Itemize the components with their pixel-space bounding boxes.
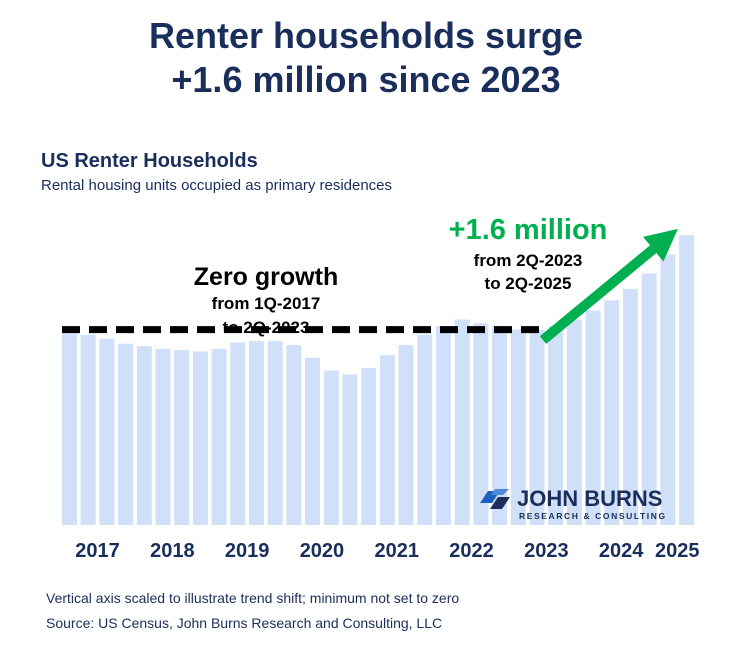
bar-1Q-2023 [510,329,526,525]
bar-4Q-2021 [417,334,433,525]
growth-line-2: to 2Q-2025 [485,274,572,293]
x-tick-label-2025: 2025 [655,540,700,562]
bar-3Q-2023 [548,325,564,525]
growth-title: +1.6 million [449,214,608,246]
bar-3Q-2021 [398,345,414,525]
bar-1Q-2020 [286,345,302,525]
x-tick-label-2018: 2018 [150,540,195,562]
bar-2Q-2024 [604,300,620,525]
bar-3Q-2024 [623,288,638,525]
bars-group [62,235,695,526]
headline-line-2: +1.6 million since 2023 [171,59,561,100]
bar-3Q-2020 [323,370,339,525]
zero-growth-line-2: to 2Q-2023 [223,318,310,337]
bar-1Q-2019 [211,348,227,525]
bar-3Q-2018 [174,350,190,525]
bar-3Q-2019 [249,341,264,525]
bar-4Q-2020 [342,374,358,525]
bar-4Q-2024 [641,273,657,525]
headline: Renter households surge +1.6 million sin… [0,14,732,102]
bar-2Q-2018 [155,348,171,525]
x-tick-label-2022: 2022 [449,540,494,562]
bar-2Q-2019 [230,342,246,525]
bar-2Q-2025 [679,235,695,525]
logo-mark-icon [480,489,510,509]
bar-4Q-2018 [192,351,208,525]
bar-3Q-2022 [473,323,489,525]
bar-4Q-2019 [267,341,283,525]
logo-tagline: RESEARCH & CONSULTING [519,511,667,521]
growth-line-1: from 2Q-2023 [474,251,583,270]
bar-1Q-2017 [62,333,77,525]
x-axis-tick-labels: 2017 2018 2019 2020 2021 2022 2023 2024 2025 [75,540,699,562]
bar-1Q-2021 [361,367,377,525]
bar-2Q-2020 [305,357,321,525]
bar-3Q-2017 [99,338,115,525]
x-tick-label-2024: 2024 [599,540,644,562]
zero-growth-title: Zero growth [194,263,338,291]
bar-2Q-2022 [454,319,470,525]
logo-name: JOHN BURNS [517,486,662,511]
growth-annotation: +1.6 million from 2Q-2023 to 2Q-2025 [449,214,608,293]
x-tick-label-2023: 2023 [524,540,569,562]
bar-1Q-2018 [136,346,152,525]
bar-4Q-2017 [118,343,134,525]
footnote-axis-scale: Vertical axis scaled to illustrate trend… [46,590,460,606]
bar-4Q-2023 [566,319,582,525]
bar-2Q-2023 [529,329,545,525]
zero-growth-annotation: Zero growth from 1Q-2017 to 2Q-2023 [194,263,338,337]
headline-line-1: Renter households surge [148,15,584,56]
bar-4Q-2022 [492,325,508,525]
bar-2Q-2021 [379,355,395,525]
john-burns-logo: JOHN BURNS RESEARCH & CONSULTING [480,486,667,521]
growth-arrow [539,228,678,344]
zero-growth-line-1: from 1Q-2017 [212,294,321,313]
bar-1Q-2024 [585,310,601,525]
bar-2Q-2017 [80,334,96,525]
chart-subtitle: Rental housing units occupied as primary… [41,177,393,194]
x-tick-label-2021: 2021 [375,540,420,562]
chart-title: US Renter Households [41,150,258,172]
bar-1Q-2025 [660,254,676,526]
x-tick-label-2017: 2017 [75,540,120,562]
x-tick-label-2019: 2019 [225,540,270,562]
footnote-source: Source: US Census, John Burns Research a… [46,615,443,631]
bar-1Q-2022 [436,325,451,525]
x-tick-label-2020: 2020 [300,540,345,562]
